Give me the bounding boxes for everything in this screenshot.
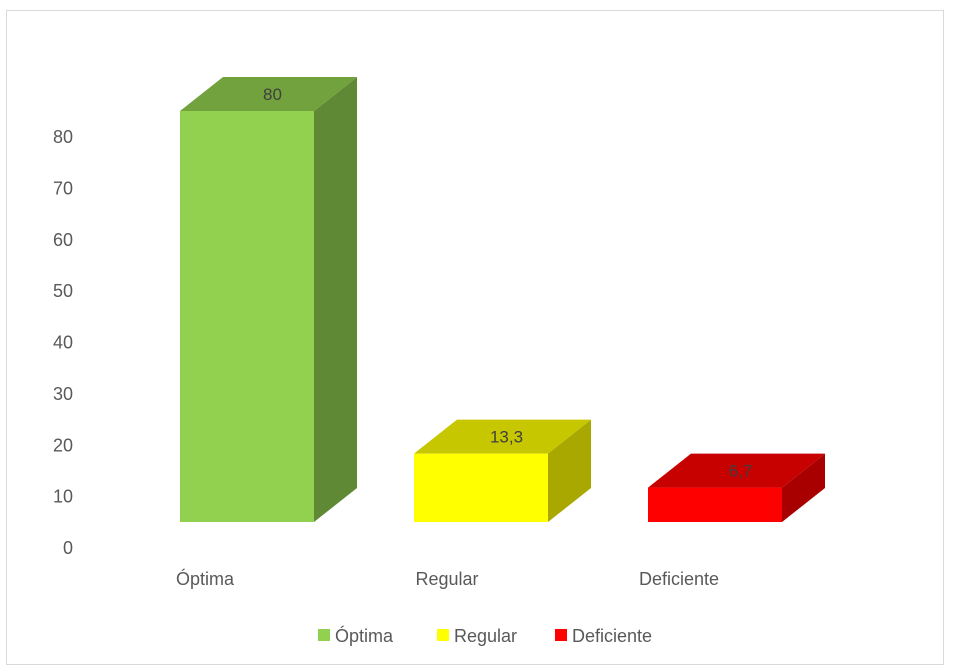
y-tick-label: 80 [53,127,73,147]
legend-label: Deficiente [572,626,652,646]
bar-side-face [314,77,357,522]
y-tick-label: 0 [63,538,73,558]
y-tick-label: 60 [53,230,73,250]
bar-3 [648,453,825,522]
y-tick-label: 50 [53,281,73,301]
y-tick-label: 70 [53,178,73,198]
legend-swatch [437,629,449,641]
data-label: 80 [263,85,282,104]
bar-front-face [414,453,548,522]
y-tick-label: 40 [53,333,73,353]
y-tick-label: 20 [53,435,73,455]
category-label: Deficiente [639,569,719,589]
y-tick-label: 10 [53,487,73,507]
legend-item: Regular [437,626,517,646]
bar-top-face [414,419,591,454]
bar-front-face [180,111,314,522]
legend-item: Deficiente [555,626,652,646]
category-label: Óptima [176,568,235,589]
y-tick-label: 30 [53,384,73,404]
chart-frame [6,10,944,665]
legend: Óptima Regular Deficiente [318,625,652,646]
bar-2 [414,419,591,522]
legend-item: Óptima [318,625,394,646]
legend-label: Óptima [335,625,394,646]
data-label: 13,3 [490,428,523,447]
legend-swatch [318,629,330,641]
bar-side-face [548,419,591,522]
bar-front-face [648,487,782,522]
legend-swatch [555,629,567,641]
bar-side-face [782,453,825,522]
bar-top-face [648,453,825,488]
bar-top-face [180,77,357,111]
category-label: Regular [415,569,478,589]
data-label: 6,7 [729,462,753,481]
bar-1 [180,77,357,522]
legend-label: Regular [454,626,517,646]
